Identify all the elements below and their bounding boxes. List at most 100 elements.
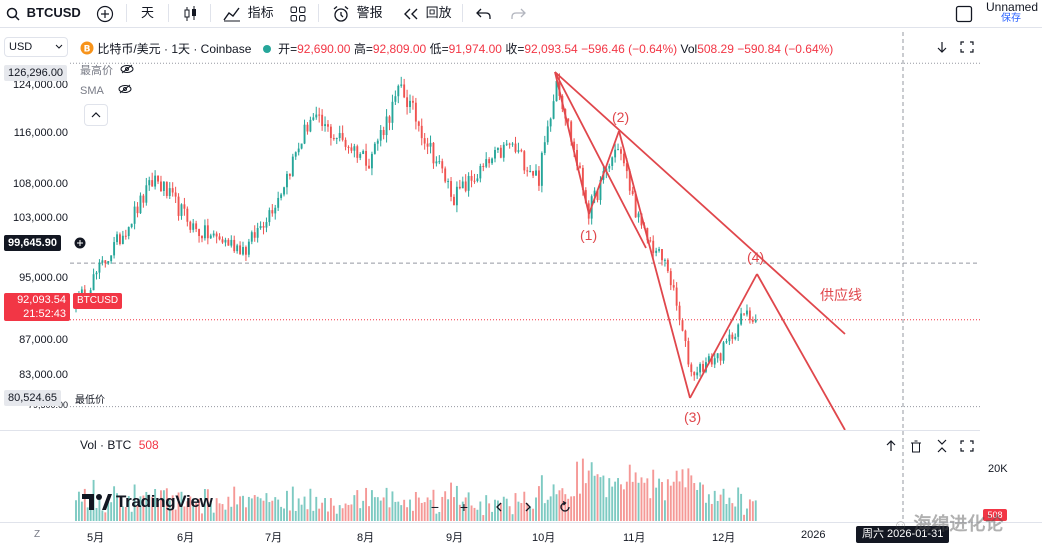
candle-body [476, 178, 479, 182]
volume-bar [124, 507, 127, 521]
collapse-pane-button[interactable] [931, 436, 953, 456]
volume-bar [186, 501, 189, 521]
candle [740, 307, 743, 326]
redo-button[interactable] [510, 0, 526, 26]
eye-hidden-icon[interactable] [120, 64, 134, 74]
volume-bar [684, 487, 687, 521]
candle [491, 157, 494, 165]
candle [620, 146, 622, 161]
candle [631, 186, 634, 196]
save-button[interactable]: 保存 [1001, 13, 1021, 24]
candle [461, 176, 464, 189]
currency-select[interactable]: USD [4, 37, 68, 57]
compare-button[interactable] [96, 0, 114, 26]
alert-button[interactable]: 警报 [332, 0, 383, 26]
volume-bar [362, 500, 365, 521]
candle-body [329, 126, 332, 139]
volume-bar [157, 501, 159, 521]
wave-line-3 [618, 130, 691, 399]
candle [104, 260, 107, 268]
candle [286, 171, 288, 195]
chart-type-button[interactable] [183, 0, 199, 26]
candle-body [259, 226, 262, 229]
add-alert-button[interactable] [73, 236, 87, 250]
supply-line-label: 供应线 [820, 287, 862, 303]
volume-bar [447, 499, 450, 521]
volume-bar [584, 483, 587, 521]
candle-body [201, 236, 203, 239]
collapse-indicators-button[interactable] [84, 104, 108, 126]
candle [687, 337, 690, 368]
indicators-button[interactable]: 指标 [223, 0, 274, 26]
volume-bar [353, 495, 356, 521]
volume-bar [370, 490, 373, 521]
scroll-down-button[interactable] [931, 37, 953, 57]
scroll-right-button[interactable] [517, 496, 539, 518]
candle [198, 228, 201, 243]
layout-checkbox[interactable] [955, 0, 973, 26]
candle [92, 268, 95, 291]
volume-bar [435, 513, 438, 521]
candle-body [277, 197, 280, 208]
candle-body [663, 259, 666, 261]
candle-body [353, 146, 356, 151]
candle [256, 222, 259, 243]
candle [552, 94, 555, 120]
candle [195, 220, 198, 233]
volume-bar [438, 511, 441, 521]
volume-bar [514, 493, 517, 521]
candle-body [286, 173, 288, 188]
volume-bar [705, 502, 707, 521]
volume-bar [344, 503, 347, 521]
candle [529, 164, 532, 173]
maximize-pane-button[interactable] [956, 436, 978, 456]
volume-bar [570, 496, 573, 521]
candle-body [95, 272, 98, 275]
replay-button[interactable]: 回放 [403, 0, 452, 26]
reset-chart-button[interactable] [554, 496, 576, 518]
candle-body [420, 125, 423, 139]
candle [432, 141, 435, 169]
candle-body [661, 249, 663, 261]
scroll-left-button[interactable] [488, 496, 510, 518]
layout-name[interactable]: Unnamed [986, 0, 1039, 14]
time-label: 2026 [801, 529, 826, 541]
volume-bar [669, 485, 672, 521]
delete-pane-button[interactable] [905, 436, 927, 456]
zoom-out-button[interactable]: − [430, 499, 440, 515]
zoom-in-button[interactable]: + [459, 499, 469, 515]
candle-body [740, 313, 743, 325]
candle-body [356, 146, 359, 158]
candle-body [139, 195, 142, 214]
volume-bar [409, 499, 411, 521]
volume-bar [622, 489, 625, 521]
templates-button[interactable] [290, 0, 306, 26]
candle [508, 142, 511, 149]
candle-body [300, 143, 303, 149]
candle-body [470, 175, 473, 181]
maximize-button[interactable] [956, 37, 978, 57]
wave-line-1 [554, 71, 590, 215]
volume-bar [239, 496, 242, 521]
tradingview-logo[interactable]: TradingView [82, 492, 213, 512]
timezone-button[interactable]: Z [34, 529, 41, 540]
eye-hidden-icon[interactable] [118, 84, 132, 94]
candle [329, 124, 332, 146]
undo-button[interactable] [476, 0, 492, 26]
move-pane-up-button[interactable] [880, 436, 902, 456]
candle-body [426, 143, 429, 147]
candle-body [385, 116, 388, 136]
volume-bar [499, 503, 502, 521]
candle-body [453, 196, 455, 206]
indicator-row-1[interactable]: 最高价 [80, 62, 134, 78]
candle-body [499, 147, 502, 158]
interval-button[interactable]: 天 [141, 5, 155, 20]
candle-body [520, 150, 523, 152]
candle-body [247, 241, 250, 255]
volume-bar [652, 469, 655, 521]
symbol-search[interactable]: BTCUSD [6, 0, 81, 26]
candle-body [92, 274, 95, 291]
indicator-row-2[interactable]: SMA [80, 84, 132, 97]
candle-body [432, 142, 435, 164]
